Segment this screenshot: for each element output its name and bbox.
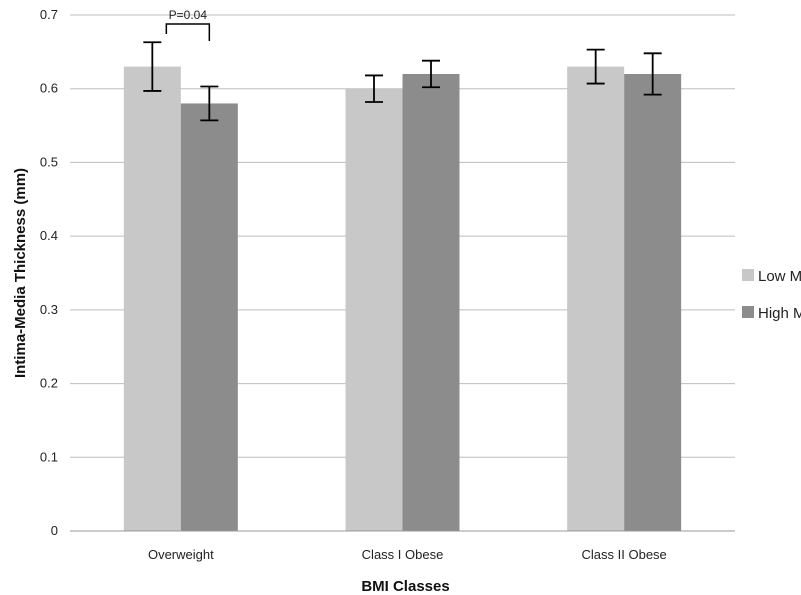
legend-label-high-ma: High MA: [758, 305, 801, 322]
x-tick-label: Class II Obese: [582, 547, 667, 562]
bar-low-ma-class-ii-obese: [567, 66, 625, 531]
y-tick-label: 0.7: [40, 7, 58, 22]
bars: [123, 66, 682, 531]
bar-high-ma-overweight: [180, 103, 238, 531]
bar-low-ma-overweight: [123, 66, 181, 531]
y-tick-labels: 0 0.1 0.2 0.3 0.4 0.5 0.6 0.7: [40, 7, 58, 538]
y-tick-label: 0.4: [40, 228, 58, 243]
bar-high-ma-class-ii-obese: [624, 73, 682, 531]
error-bar-high-ma-class-i-obese: [422, 59, 440, 89]
x-tick-label: Overweight: [148, 547, 214, 562]
bar-low-ma-class-i-obese: [345, 88, 403, 531]
legend-label-low-ma: Low MA: [758, 268, 801, 285]
bar-high-ma-class-i-obese: [402, 73, 460, 531]
x-axis-title: BMI Classes: [361, 578, 449, 595]
y-tick-label: 0.3: [40, 302, 58, 317]
legend-swatch-high-ma: [742, 306, 754, 318]
legend: Low MA High MA: [742, 268, 801, 322]
x-tick-label: Class I Obese: [362, 547, 444, 562]
y-axis-title: Intima-Media Thickness (mm): [12, 168, 29, 378]
y-tick-label: 0.1: [40, 449, 58, 464]
y-tick-label: 0.5: [40, 154, 58, 169]
y-tick-label: 0.2: [40, 376, 58, 391]
error-bars: [143, 41, 662, 122]
error-bar-low-ma-class-ii-obese: [586, 48, 605, 85]
error-bar-high-ma-class-ii-obese: [643, 52, 662, 96]
y-tick-label: 0: [51, 523, 58, 538]
error-bar-low-ma-overweight: [143, 41, 162, 92]
significance-annotation: P=0.04: [165, 8, 211, 41]
legend-swatch-low-ma: [742, 269, 754, 281]
significance-label: P=0.04: [169, 8, 208, 22]
significance-bracket: [165, 23, 211, 41]
y-tick-label: 0.6: [40, 81, 58, 96]
error-bar-low-ma-class-i-obese: [365, 74, 383, 103]
x-tick-labels: Overweight Class I Obese Class II Obese: [148, 547, 667, 562]
error-bar-high-ma-overweight: [200, 85, 219, 122]
